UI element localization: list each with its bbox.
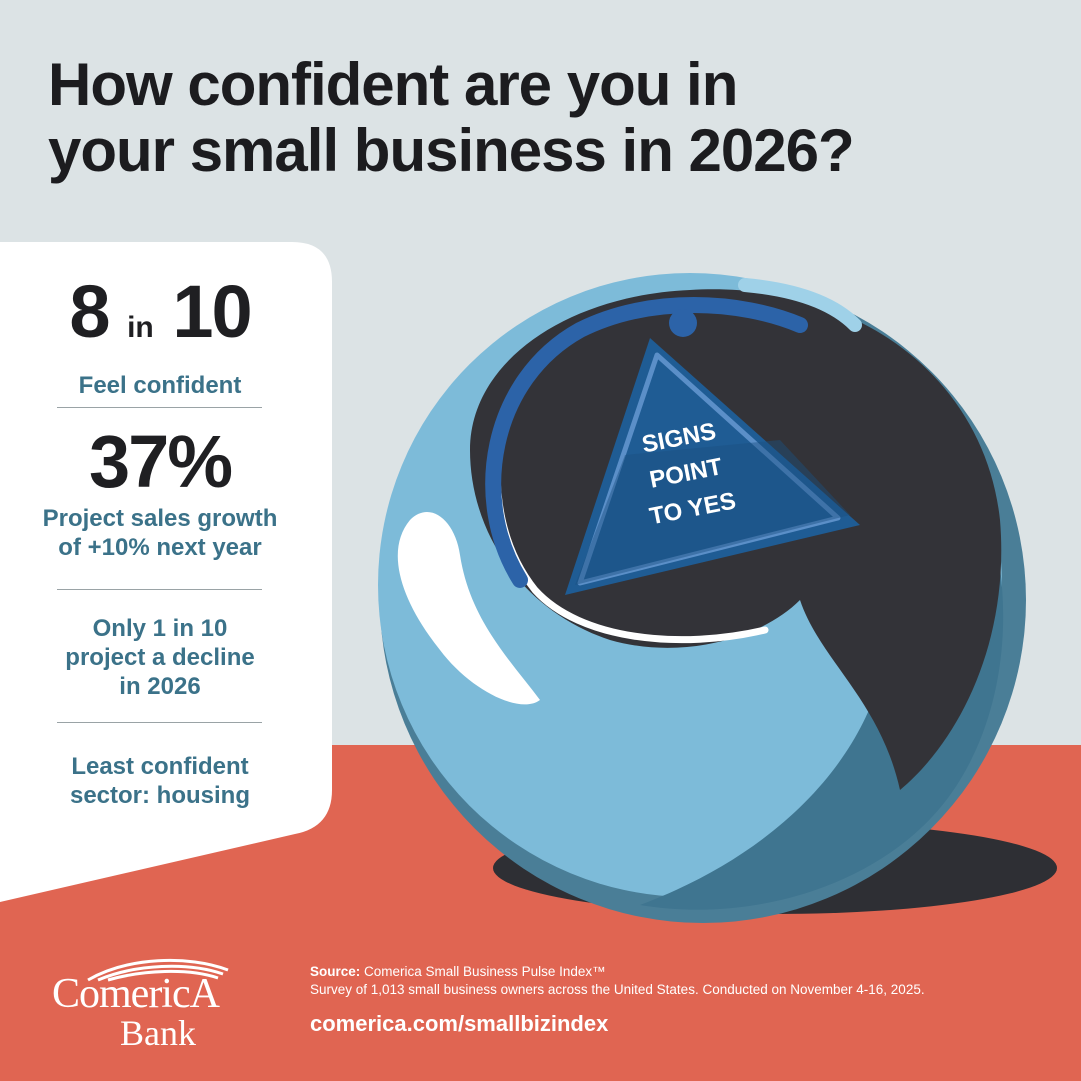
stat-growth-caption-1: Project sales growth	[42, 505, 278, 532]
blue-arc	[485, 297, 808, 588]
source-name: Comerica Small Business Pulse Index™	[364, 964, 606, 979]
source-line: Source: Comerica Small Business Pulse In…	[310, 963, 1050, 981]
stat-confident-caption: Feel confident	[78, 372, 242, 399]
stat-num-10: 10	[172, 270, 252, 353]
divider	[57, 407, 262, 408]
title-line-2: your small business in 2026?	[48, 117, 855, 184]
die-shade	[575, 440, 850, 585]
logo-bank: Bank	[120, 1013, 196, 1053]
stat-sector-line-2: sector: housing	[69, 782, 250, 809]
survey-note: Survey of 1,013 small business owners ac…	[310, 982, 925, 997]
website-link[interactable]: comerica.com/smallbizindex	[310, 1011, 609, 1036]
stat-confident-value: 8 in 10	[0, 272, 320, 368]
stat-decline: Only 1 in 10 project a decline in 2026	[0, 614, 320, 701]
title-line-1: How confident are you in	[48, 51, 738, 118]
divider	[57, 722, 262, 723]
footer: Source: Comerica Small Business Pulse In…	[310, 963, 1050, 1037]
stat-growth-caption-2: of +10% next year	[58, 534, 262, 561]
glare	[397, 512, 540, 705]
die-knob	[669, 309, 697, 337]
logo-swoosh-icon	[87, 958, 229, 982]
stat-num-8: 8	[69, 270, 110, 353]
source-label: Source:	[310, 964, 361, 979]
stat-decline-line-3: in 2026	[119, 673, 201, 700]
page-title: How confident are you in your small busi…	[48, 52, 1028, 184]
comerica-logo: ComericA Bank	[48, 952, 248, 1053]
die-inner-edge	[577, 352, 841, 586]
stat-confident: 8 in 10 Feel confident	[0, 272, 320, 400]
stat-decline-line-2: project a decline	[65, 644, 255, 671]
stat-growth-value: 37%	[88, 420, 233, 503]
stat-sector-line-1: Least confident	[71, 753, 249, 780]
stat-growth: 37% Project sales growth of +10% next ye…	[0, 420, 320, 562]
top-highlight	[738, 278, 862, 332]
divider	[57, 589, 262, 590]
stats-panel: 8 in 10 Feel confident 37% Project sales…	[0, 242, 332, 905]
stat-sector: Least confident sector: housing	[0, 752, 320, 810]
logo-comerica: ComericA	[52, 971, 220, 1017]
stat-connector: in	[127, 311, 154, 344]
stat-decline-line-1: Only 1 in 10	[92, 615, 228, 642]
